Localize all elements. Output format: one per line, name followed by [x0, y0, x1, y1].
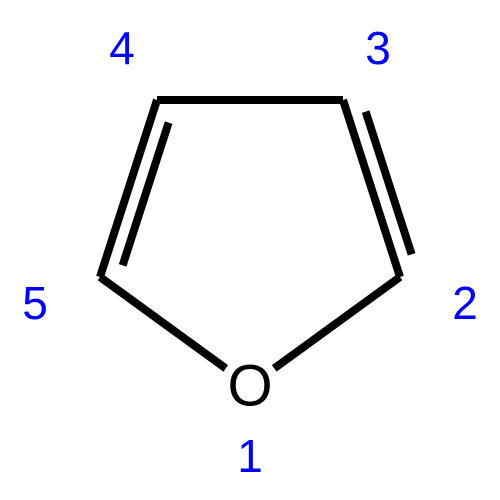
position-label-5: 5	[22, 277, 48, 329]
position-label-4: 4	[109, 22, 135, 74]
bond-line	[100, 277, 226, 368]
bond-line	[274, 277, 400, 368]
furan-structure-diagram: O 1 2 3 4 5	[0, 0, 500, 500]
position-label-3: 3	[365, 22, 391, 74]
bonds-layer	[100, 100, 412, 368]
oxygen-atom-label: O	[227, 354, 272, 419]
position-label-2: 2	[452, 277, 478, 329]
position-label-1: 1	[237, 430, 263, 482]
